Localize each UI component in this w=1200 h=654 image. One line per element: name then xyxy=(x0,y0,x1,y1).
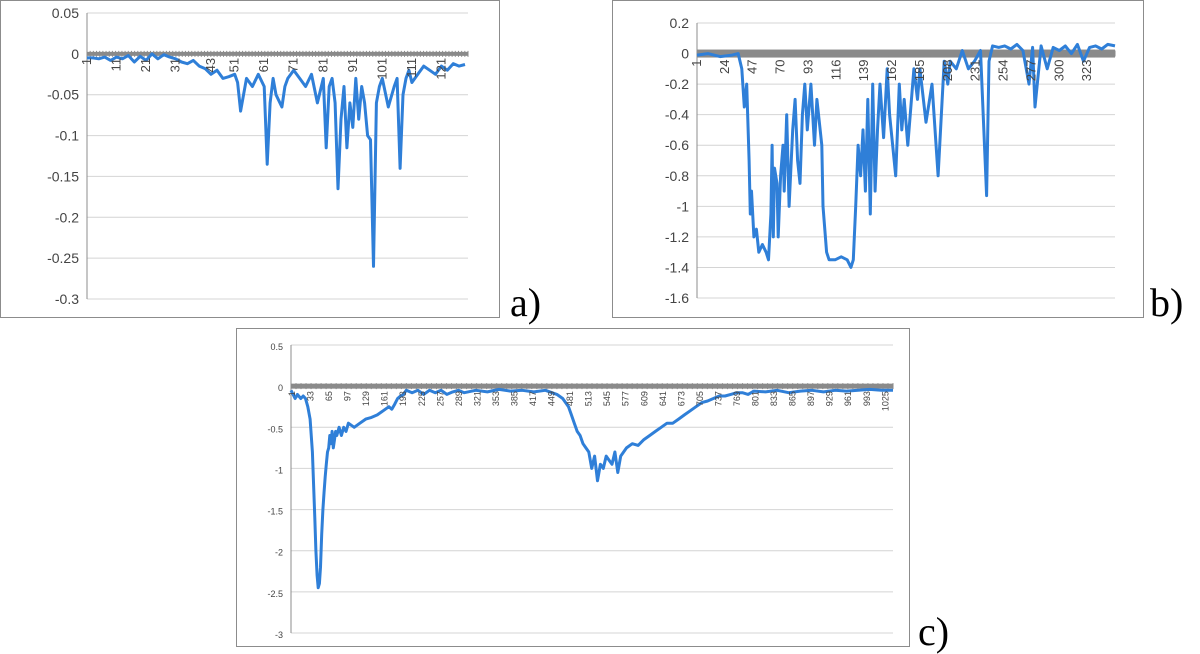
y-tick-label: -1 xyxy=(275,465,283,475)
x-tick-label: 116 xyxy=(828,60,843,81)
chart-panel-a: 0.05 0 -0.05 -0.1 -0.15 -0.2 -0.25 -0.3 1 11 21 31 4… xyxy=(0,0,500,318)
x-tick-label: 353 xyxy=(491,391,501,406)
y-tick-label: -0.25 xyxy=(47,250,79,266)
x-tick-label: 897 xyxy=(806,391,816,406)
x-tick-label: 545 xyxy=(602,391,612,406)
x-tick-label: 81 xyxy=(315,58,330,72)
x-tick-label: 289 xyxy=(454,391,464,406)
y-tick-label: -0.1 xyxy=(55,128,79,144)
y-tick-label: -0.8 xyxy=(665,168,689,184)
x-tick-label: 673 xyxy=(676,391,686,406)
series-line xyxy=(289,387,893,590)
x-tick-label: 417 xyxy=(528,391,538,406)
x-tick-label: 929 xyxy=(825,391,835,406)
y-tick-label: -1.4 xyxy=(665,259,689,275)
x-tick-label: 705 xyxy=(695,391,705,406)
y-tick-label: 0 xyxy=(278,383,283,393)
panel-label-c: c) xyxy=(918,609,950,654)
x-tick-label: 139 xyxy=(856,60,871,82)
series-line xyxy=(87,52,466,268)
x-tick-label: 185 xyxy=(912,60,927,82)
x-tick-label: 129 xyxy=(361,391,371,406)
y-tick-label: -1.2 xyxy=(665,229,689,245)
x-tick-label: 225 xyxy=(417,391,427,406)
x-tick-label: 61 xyxy=(256,58,271,72)
x-tick-label: 91 xyxy=(345,58,360,72)
chart-c-svg: 0.5 0 -0.5 -1 -1.5 -2 -2.5 -3 1 33 65 97 129 161 193 22… xyxy=(267,342,894,640)
x-tick-label: 865 xyxy=(788,391,798,406)
x-tick-label: 21 xyxy=(138,58,153,72)
y-tick-label: -0.4 xyxy=(665,107,689,123)
y-tick-label: -0.2 xyxy=(55,209,79,225)
x-tick-label: 961 xyxy=(843,391,853,406)
x-tick-label: 577 xyxy=(621,391,631,406)
y-tick-label: -0.2 xyxy=(665,76,689,92)
x-tick-label: 1 xyxy=(689,60,704,67)
x-tick-label: 193 xyxy=(398,391,408,406)
x-tick-label: 641 xyxy=(658,391,668,406)
y-tick-label: 0 xyxy=(681,46,689,62)
x-tick-label: 231 xyxy=(968,60,983,82)
x-tick-label: 31 xyxy=(168,58,183,72)
y-tick-label: -0.6 xyxy=(665,137,689,153)
x-tick-label: 769 xyxy=(732,391,742,406)
chart-b-svg: 0.2 0 -0.2 -0.4 -0.6 -0.8 -1 -1.2 -1.4 -1.6 1 24 47 7… xyxy=(665,15,1116,306)
x-tick-label: 321 xyxy=(472,391,482,406)
chart-panel-c: 0.5 0 -0.5 -1 -1.5 -2 -2.5 -3 1 33 65 97 129 161 193 22… xyxy=(236,328,910,647)
panel-label-b: b) xyxy=(1150,280,1184,325)
x-tick-label: 33 xyxy=(306,391,316,401)
chart-a-svg: 0.050-0.05-0.1-0.15-0.2-0.25-0.31 11 21 31 4… xyxy=(47,5,469,307)
x-tick-label: 47 xyxy=(745,60,760,74)
x-tick-label: 1 xyxy=(79,58,94,65)
x-tick-label: 257 xyxy=(435,391,445,406)
x-tick-label: 97 xyxy=(343,391,353,401)
series-line xyxy=(696,42,1116,269)
x-tick-label: 1 xyxy=(287,391,297,396)
y-tick-label: 0.5 xyxy=(270,342,283,352)
y-tick-label: -2 xyxy=(275,548,283,558)
x-tick-label: 161 xyxy=(380,391,390,406)
panel-label-a: a) xyxy=(510,280,542,325)
x-tick-label: 737 xyxy=(713,391,723,406)
x-tick-label: 11 xyxy=(109,58,124,72)
y-tick-label: -0.3 xyxy=(55,291,79,307)
x-tick-label: 609 xyxy=(639,391,649,406)
y-tick-label: 0.2 xyxy=(670,15,690,31)
x-tick-label: 208 xyxy=(940,60,955,82)
y-tick-label: -3 xyxy=(275,630,283,640)
x-tick-label: 121 xyxy=(433,58,448,80)
chart-panel-b: 0.2 0 -0.2 -0.4 -0.6 -0.8 -1 -1.2 -1.4 -1.6 1 24 47 7… xyxy=(612,0,1144,318)
x-tick-label: 801 xyxy=(751,391,761,406)
x-tick-label: 65 xyxy=(324,391,334,401)
x-tick-label: 300 xyxy=(1051,60,1066,82)
y-tick-label: -1.6 xyxy=(665,290,689,306)
x-tick-label: 513 xyxy=(584,391,594,406)
y-tick-label: 0 xyxy=(71,46,79,62)
x-tick-label: 833 xyxy=(769,391,779,406)
x-tick-label: 481 xyxy=(565,391,575,406)
x-tick-label: 71 xyxy=(286,58,301,72)
x-tick-label: 101 xyxy=(374,58,389,80)
x-tick-label: 323 xyxy=(1079,60,1094,82)
y-tick-label: -1.5 xyxy=(267,507,283,517)
x-tick-label: 1025 xyxy=(880,391,890,411)
x-tick-label: 277 xyxy=(1023,60,1038,82)
x-tick-label: 993 xyxy=(862,391,872,406)
y-tick-label: -2.5 xyxy=(267,589,283,599)
y-tick-label: -1 xyxy=(677,198,690,214)
x-tick-label: 24 xyxy=(717,60,732,74)
x-tick-label: 111 xyxy=(404,58,419,78)
x-tick-label: 254 xyxy=(996,60,1011,82)
x-tick-label: 51 xyxy=(227,58,242,72)
x-tick-label: 43 xyxy=(203,58,218,72)
y-tick-label: -0.05 xyxy=(47,87,79,103)
x-tick-label: 385 xyxy=(509,391,519,406)
y-tick-label: 0.05 xyxy=(52,5,79,21)
x-tick-label: 449 xyxy=(547,391,557,406)
x-tick-label: 162 xyxy=(884,60,899,82)
x-tick-label: 93 xyxy=(800,60,815,74)
y-tick-label: -0.5 xyxy=(267,424,283,434)
x-tick-label: 70 xyxy=(773,60,788,74)
y-tick-label: -0.15 xyxy=(47,168,79,184)
